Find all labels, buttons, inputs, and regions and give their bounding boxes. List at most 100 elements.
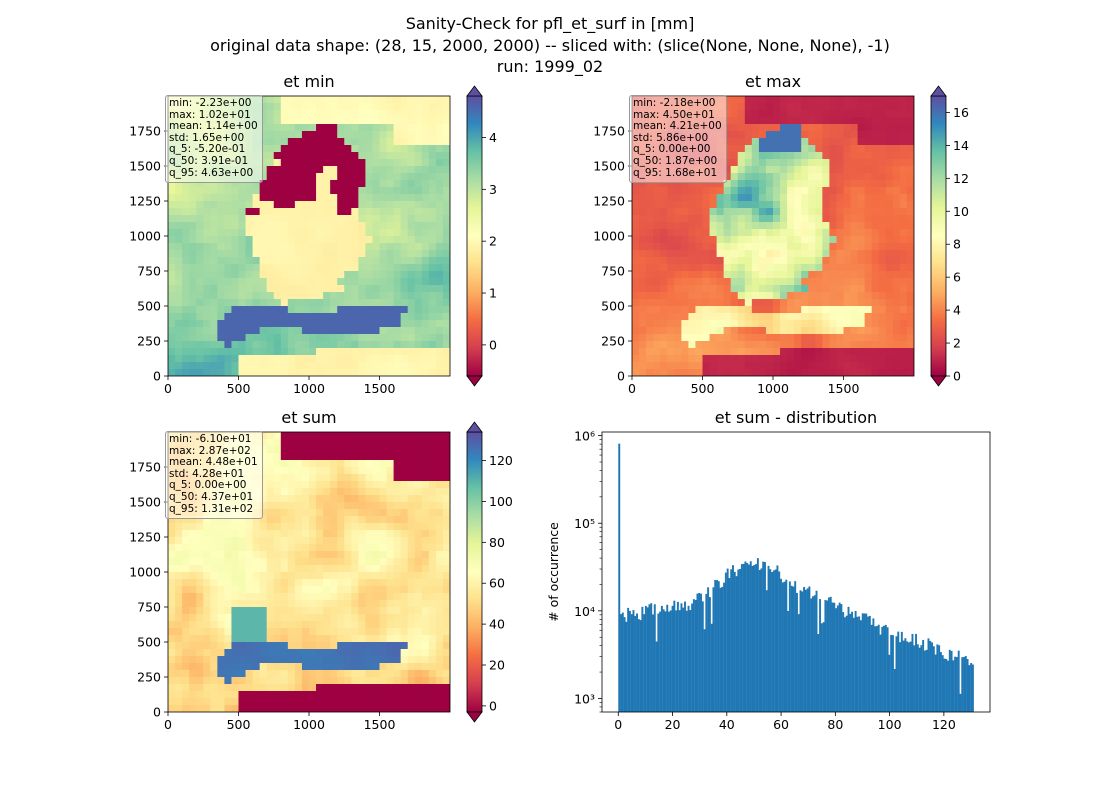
heatmap-cell (273, 278, 282, 286)
heatmap-cell (337, 621, 345, 629)
heatmap-cell (400, 299, 409, 307)
heatmap-cell (301, 684, 310, 692)
heatmap-cell (316, 467, 324, 475)
heatmap-cell (266, 229, 275, 237)
heatmap-cell (737, 369, 746, 376)
heatmap-cell (294, 446, 303, 454)
heatmap-cell (421, 705, 430, 712)
heatmap-cell (885, 327, 894, 335)
heatmap-cell (231, 278, 240, 286)
heatmap-cell (330, 453, 338, 461)
heatmap-cell (309, 579, 317, 587)
heatmap-cell (442, 292, 450, 300)
heatmap-cell (400, 278, 409, 286)
heatmap-cell (829, 194, 838, 202)
heatmap-cell (210, 285, 218, 293)
heatmap-cell (702, 250, 711, 258)
heatmap-cell (393, 586, 402, 594)
heatmap-cell (716, 271, 725, 279)
heatmap-cell (836, 145, 845, 153)
heatmap-cell (421, 327, 430, 335)
heatmap-cell (421, 635, 430, 643)
heatmap-cell (400, 460, 409, 468)
heatmap-cell (744, 152, 753, 160)
heatmap-cell (815, 306, 823, 314)
heatmap-cell (794, 320, 802, 328)
heatmap-cell (344, 607, 352, 615)
heatmap-cell (252, 313, 261, 321)
heatmap-cell (393, 705, 402, 712)
heatmap-cell (850, 362, 859, 370)
heatmap-cell (182, 656, 190, 664)
heatmap-cell (210, 327, 218, 335)
heatmap-cell (871, 355, 880, 363)
heatmap-cell (372, 677, 381, 685)
heatmap-cell (850, 159, 859, 167)
heatmap-cell (723, 236, 732, 244)
heatmap-cell (780, 264, 788, 272)
heatmap-cell (674, 208, 682, 216)
heatmap-cell (386, 670, 395, 678)
heatmap-cell (259, 159, 268, 167)
heatmap-cell (259, 684, 268, 692)
heatmap-cell (393, 439, 402, 447)
heatmap-cell (330, 684, 338, 692)
heatmap-cell (428, 635, 437, 643)
heatmap-cell (716, 327, 725, 335)
heatmap-cell (435, 439, 444, 447)
heatmap-cell (280, 635, 289, 643)
heatmap-cell (287, 544, 296, 552)
heatmap-cell (765, 152, 774, 160)
et-max-heatmap (632, 96, 914, 376)
heatmap-cell (175, 565, 183, 573)
heatmap-cell (337, 173, 345, 181)
heatmap-cell (294, 551, 303, 559)
heatmap-cell (238, 635, 247, 643)
heatmap-cell (287, 621, 296, 629)
heatmap-cell (323, 670, 331, 678)
y-tick-label: 1750 (129, 124, 161, 139)
heatmap-cell (266, 313, 275, 321)
heatmap-cell (196, 355, 204, 363)
heatmap-cell (421, 138, 430, 146)
heatmap-cell (414, 593, 423, 601)
heatmap-cell (252, 355, 261, 363)
heatmap-cell (365, 145, 374, 153)
heatmap-cell (273, 656, 282, 664)
heatmap-cell (885, 257, 894, 265)
heatmap-cell (365, 299, 374, 307)
heatmap-cell (231, 355, 240, 363)
heatmap-cell (850, 341, 859, 349)
heatmap-cell (850, 208, 859, 216)
heatmap-cell (259, 474, 268, 482)
heatmap-cell (864, 327, 873, 335)
heatmap-cell (280, 572, 289, 580)
heatmap-cell (773, 187, 781, 195)
heatmap-cell (238, 600, 247, 608)
heatmap-cell (266, 600, 275, 608)
heatmap-cell (421, 593, 430, 601)
heatmap-cell (899, 145, 908, 153)
heatmap-cell (723, 257, 732, 265)
heatmap-cell (899, 117, 908, 125)
heatmap-cell (723, 348, 732, 356)
heatmap-cell (301, 208, 310, 216)
heatmap-cell (730, 166, 739, 174)
heatmap-cell (379, 229, 388, 237)
heatmap-cell (273, 677, 282, 685)
heatmap-cell (309, 495, 317, 503)
heatmap-cell (674, 229, 682, 237)
heatmap-cell (794, 187, 802, 195)
heatmap-cell (885, 173, 894, 181)
y-tick-label: 1500 (129, 495, 161, 510)
heatmap-cell (765, 348, 774, 356)
heatmap-cell (850, 96, 859, 104)
heatmap-cell (744, 124, 753, 132)
heatmap-cell (337, 523, 345, 531)
heatmap-cell (435, 565, 444, 573)
heatmap-cell (330, 698, 338, 706)
heatmap-cell (280, 481, 289, 489)
heatmap-cell (168, 285, 176, 293)
heatmap-cell (379, 474, 388, 482)
